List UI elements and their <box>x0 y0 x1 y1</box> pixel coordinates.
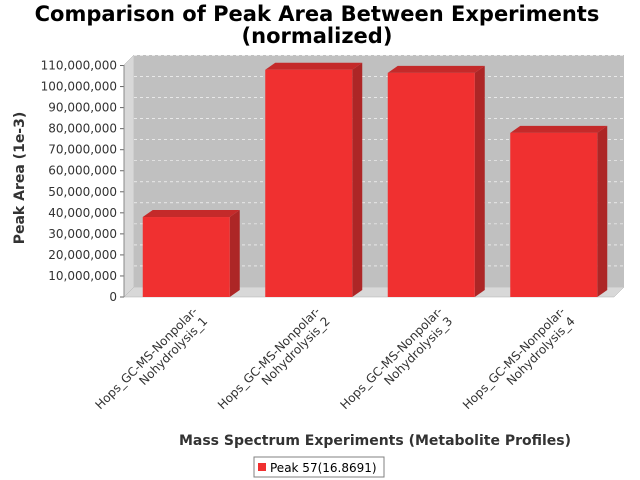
y-axis-ticks: 0 10,000,000 20,000,000 30,000,000 40,000,00… <box>41 59 125 304</box>
legend: Peak 57(16.8691) <box>253 456 385 478</box>
y-tick-label: 80,000,000 <box>48 122 117 136</box>
x-axis-category-labels: Hops_GC-MS-Nonpolar-Nohydrolysis_1 Hops_G… <box>92 304 578 412</box>
x-category-label-line: Hops_GC-MS-Nonpolar- <box>92 304 200 412</box>
x-axis-label: Mass Spectrum Experiments (Metabolite Pr… <box>179 433 571 449</box>
x-category-label: Hops_GC-MS-Nonpolar-Nohydrolysis_1 <box>92 304 210 412</box>
legend-label-peak-57: Peak 57(16.8691) <box>270 461 377 475</box>
bar <box>387 72 475 297</box>
bar-top <box>142 210 240 218</box>
x-category-label: Hops_GC-MS-Nonpolar-Nohydrolysis_4 <box>460 304 578 412</box>
y-tick-label: 90,000,000 <box>48 101 117 115</box>
y-tick-label: 100,000,000 <box>41 80 117 94</box>
bar-top <box>265 62 363 70</box>
chart-title-line-1: Comparison of Peak Area Between Experime… <box>35 2 600 26</box>
bar <box>510 132 598 297</box>
bar-side <box>597 125 608 297</box>
x-category-label: Hops_GC-MS-Nonpolar-Nohydrolysis_3 <box>337 304 455 412</box>
y-tick-label: 50,000,000 <box>48 185 117 199</box>
y-tick-label: 70,000,000 <box>48 143 117 157</box>
bar <box>142 217 230 297</box>
bar-side <box>352 62 363 297</box>
bar-top <box>387 65 485 73</box>
bars <box>142 62 608 297</box>
bar <box>265 69 353 297</box>
y-tick-label: 110,000,000 <box>41 59 117 73</box>
bar-side <box>474 65 485 297</box>
y-tick-label: 0 <box>109 290 117 304</box>
y-tick-label: 10,000,000 <box>48 269 117 283</box>
legend-box <box>253 456 385 478</box>
x-category-label-line: Hops_GC-MS-Nonpolar- <box>215 304 323 412</box>
y-tick-label: 40,000,000 <box>48 206 117 220</box>
chart-title-line-2: (normalized) <box>242 24 393 48</box>
plot-left-wall <box>123 54 135 298</box>
legend-swatch-peak-57 <box>258 463 266 471</box>
bar-top <box>510 125 608 133</box>
bar-side <box>229 210 240 297</box>
x-category-label-line: Hops_GC-MS-Nonpolar- <box>337 304 445 412</box>
y-tick-label: 20,000,000 <box>48 248 117 262</box>
y-tick-label: 30,000,000 <box>48 227 117 241</box>
y-tick-label: 60,000,000 <box>48 164 117 178</box>
x-category-label-line: Hops_GC-MS-Nonpolar- <box>460 304 568 412</box>
x-category-label: Hops_GC-MS-Nonpolar-Nohydrolysis_2 <box>215 304 333 412</box>
y-axis-label: Peak Area (1e-3) <box>12 112 28 245</box>
